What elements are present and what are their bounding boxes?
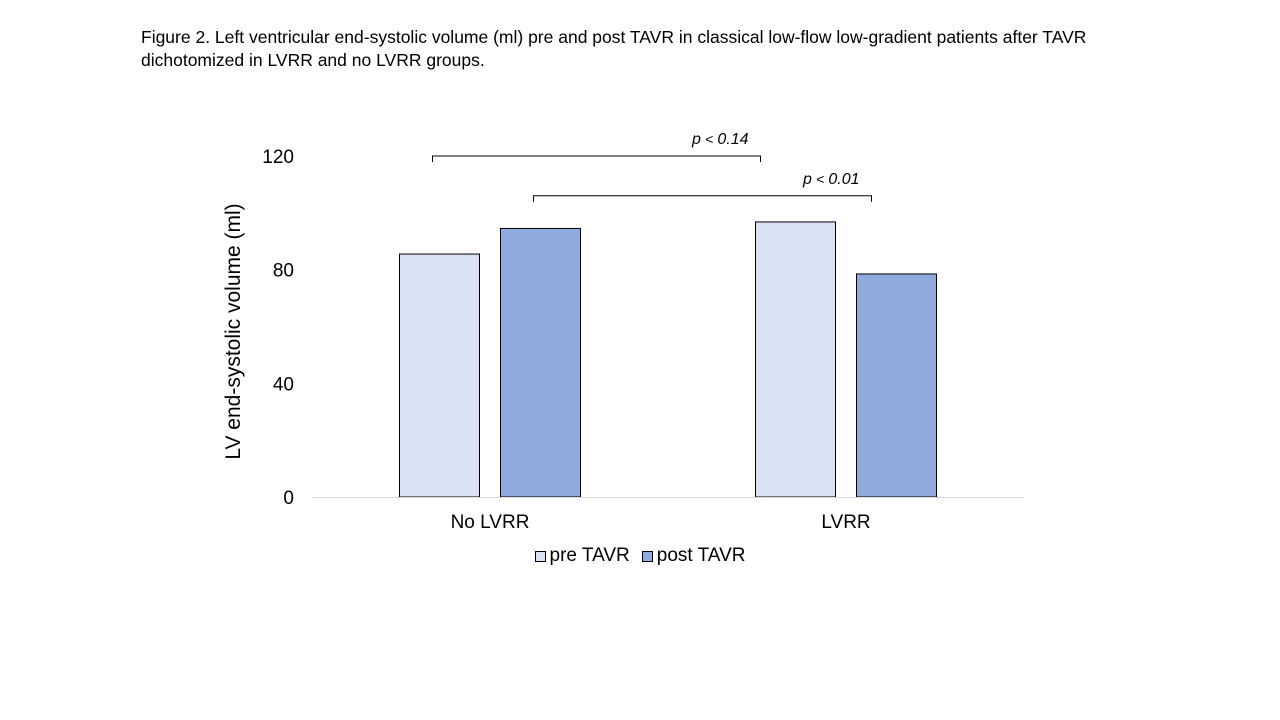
legend-label-pre: pre TAVR (549, 545, 630, 566)
x-category-label: LVRR (821, 512, 870, 533)
legend-swatch-post (641, 550, 653, 562)
y-tick-label: 0 (283, 488, 294, 509)
caption-line-2: dichotomized in LVRR and no LVRR groups. (141, 50, 485, 70)
significance-label: p < 0.01 (802, 171, 860, 188)
legend-item-post: post TAVR (641, 545, 746, 567)
y-tick-label: 80 (273, 261, 294, 282)
legend-label-post: post TAVR (656, 545, 746, 566)
bar-lvrr-post-tavr (856, 273, 937, 498)
y-axis-label: LV end-systolic volume (ml) (222, 203, 245, 459)
significance-bracket (432, 155, 761, 162)
legend-swatch-pre (534, 550, 546, 562)
significance-label: p < 0.14 (691, 131, 749, 148)
bar-lvrr-pre-tavr (755, 221, 836, 498)
legend-item-pre: pre TAVR (534, 545, 630, 567)
legend: pre TAVR post TAVR (0, 545, 1280, 567)
caption-line-1: Figure 2. Left ventricular end-systolic … (141, 27, 1087, 47)
x-category-label: No LVRR (451, 512, 530, 533)
y-tick-label: 120 (262, 147, 294, 168)
bar-no-lvrr-post-tavr (500, 227, 581, 498)
bar-no-lvrr-pre-tavr (399, 253, 480, 498)
significance-bracket (533, 195, 872, 202)
figure-caption: Figure 2. Left ventricular end-systolic … (141, 26, 1181, 72)
y-tick-label: 40 (273, 374, 294, 395)
